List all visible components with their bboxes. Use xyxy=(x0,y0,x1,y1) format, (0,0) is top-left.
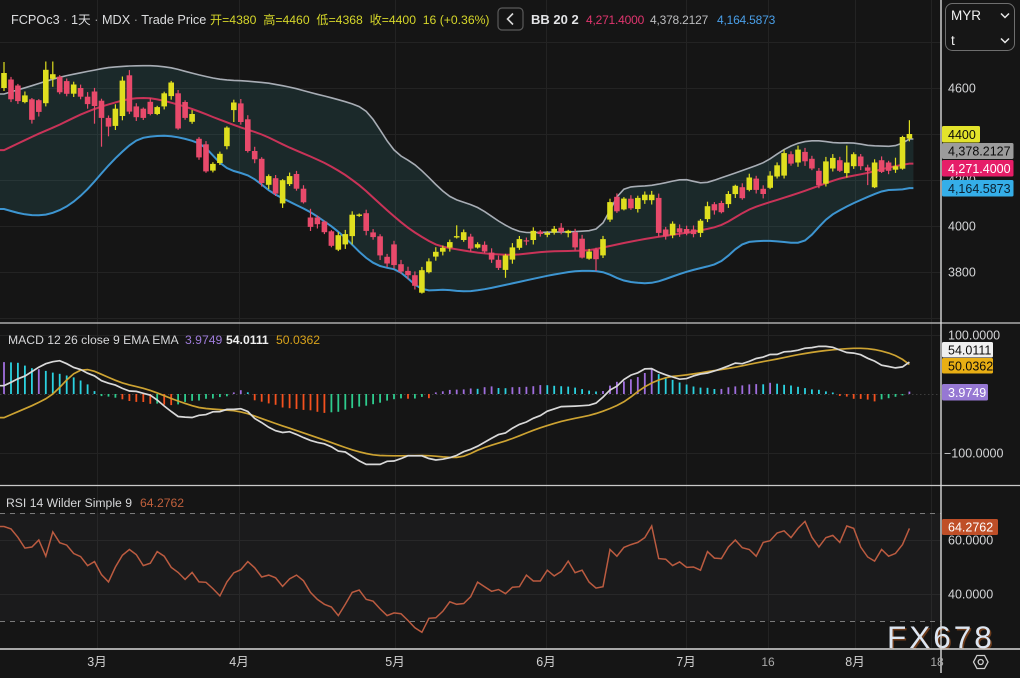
svg-text:4,164.5873: 4,164.5873 xyxy=(948,182,1011,196)
svg-text:开=4380 高=4460 低=4368 收=4400: 开=4380 高=4460 低=4368 收=4400 16 (+0.36%) xyxy=(210,12,490,27)
svg-text:4,164.5873: 4,164.5873 xyxy=(717,13,776,27)
svg-text:50.0362: 50.0362 xyxy=(276,333,320,347)
svg-text:60.0000: 60.0000 xyxy=(948,534,993,548)
svg-text:4000: 4000 xyxy=(948,220,976,234)
svg-text:3.9749: 3.9749 xyxy=(948,386,986,400)
svg-text:6月: 6月 xyxy=(536,655,555,669)
svg-text:100.0000: 100.0000 xyxy=(948,329,1000,343)
svg-text:4600: 4600 xyxy=(948,82,976,96)
svg-text:54.0111: 54.0111 xyxy=(226,333,269,347)
svg-text:4400: 4400 xyxy=(948,128,976,142)
svg-text:FCPOc3 · 1天 · MDX · Trade Pric: FCPOc3 · 1天 · MDX · Trade Price xyxy=(11,13,206,27)
svg-text:18: 18 xyxy=(930,655,944,669)
svg-text:54.0111: 54.0111 xyxy=(948,343,991,357)
svg-text:4,271.4000: 4,271.4000 xyxy=(948,162,1011,176)
svg-text:64.2762: 64.2762 xyxy=(140,496,184,510)
svg-text:3800: 3800 xyxy=(948,266,976,280)
svg-text:4月: 4月 xyxy=(229,655,248,669)
svg-text:5月: 5月 xyxy=(385,655,404,669)
svg-text:BB 20 2: BB 20 2 xyxy=(531,12,579,27)
svg-text:4,271.4000: 4,271.4000 xyxy=(586,13,645,27)
svg-text:40.0000: 40.0000 xyxy=(948,588,993,602)
svg-text:MYR: MYR xyxy=(951,8,981,23)
svg-text:−100.0000: −100.0000 xyxy=(944,447,1003,461)
svg-text:3月: 3月 xyxy=(87,655,106,669)
svg-text:t: t xyxy=(951,33,955,48)
svg-text:3.9749: 3.9749 xyxy=(185,333,222,347)
svg-text:4,378.2127: 4,378.2127 xyxy=(650,13,709,27)
svg-text:8月: 8月 xyxy=(845,655,864,669)
svg-text:50.0362: 50.0362 xyxy=(948,359,993,373)
svg-text:16: 16 xyxy=(761,655,775,669)
svg-text:RSI 14 Wilder Simple 9: RSI 14 Wilder Simple 9 xyxy=(6,496,132,510)
svg-text:7月: 7月 xyxy=(676,655,695,669)
svg-text:4,378.2127: 4,378.2127 xyxy=(948,145,1011,159)
svg-text:MACD 12 26 close 9 EMA EMA: MACD 12 26 close 9 EMA EMA xyxy=(8,333,180,347)
svg-text:64.2762: 64.2762 xyxy=(948,521,993,535)
